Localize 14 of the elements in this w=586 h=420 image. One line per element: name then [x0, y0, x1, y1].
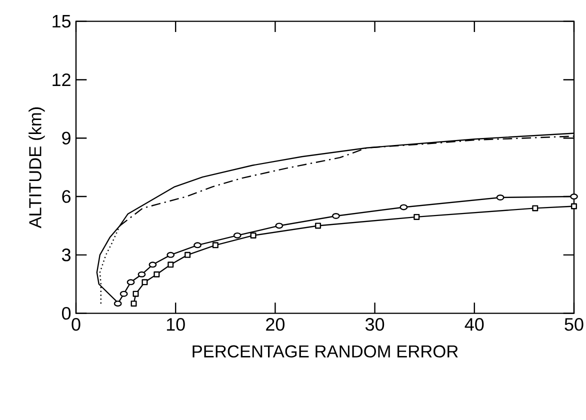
x-tick-label: 10 — [166, 318, 185, 331]
x-axis-title: PERCENTAGE RANDOM ERROR — [192, 345, 458, 358]
x-tick-label: 0 — [72, 318, 80, 331]
x-tick-label: 40 — [464, 318, 484, 331]
y-tick-label: 0 — [62, 306, 71, 320]
y-tick-label: 6 — [62, 190, 71, 203]
y-axis-title: ALTITUDE (km) — [28, 107, 45, 228]
y-tick-label: 15 — [52, 15, 71, 28]
y-tick-label: 3 — [62, 248, 71, 262]
x-tick-label: 30 — [365, 318, 384, 331]
y-tick-label: 12 — [52, 73, 70, 86]
y-tick-label: 9 — [62, 132, 70, 144]
x-tick-label: 20 — [266, 318, 284, 331]
x-tick-label: 50 — [564, 318, 584, 331]
